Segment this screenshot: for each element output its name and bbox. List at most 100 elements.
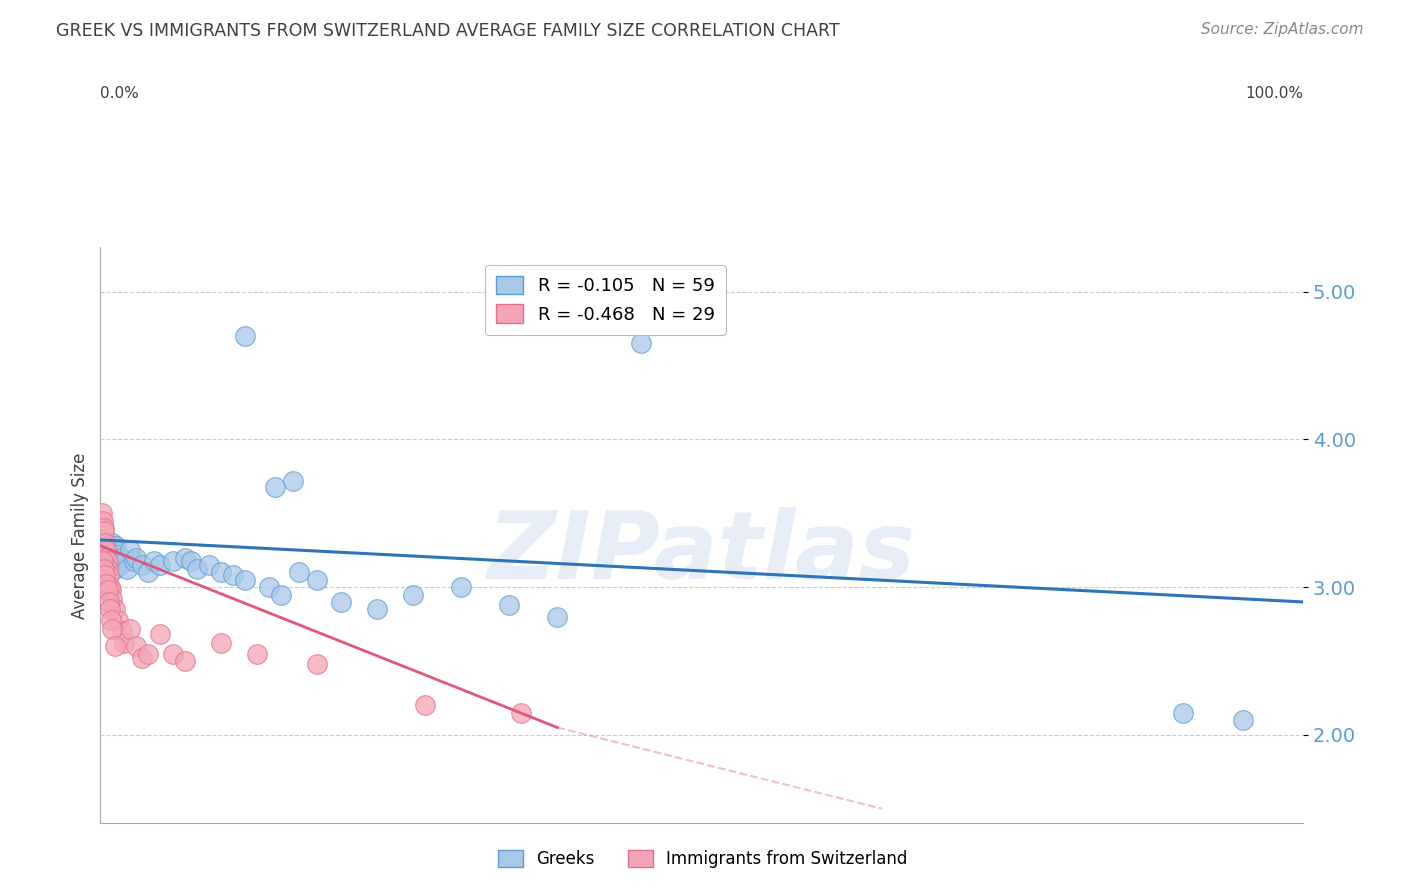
Point [101,592,124,607]
Point [112,553,135,567]
Point [281,474,304,488]
Point [97,583,120,598]
Legend: Greeks, Immigrants from Switzerland: Greeks, Immigrants from Switzerland [492,843,914,875]
Point [510,706,533,720]
Point [97,595,120,609]
Point [329,595,352,609]
Point [96,550,118,565]
Point [93,548,115,562]
Point [546,609,568,624]
Point [97,553,120,567]
Point [104,539,127,553]
Point [270,588,292,602]
Point [107,548,129,562]
Point [305,657,328,671]
Point [97,550,120,565]
Point [93,524,115,538]
Point [120,622,142,636]
Point [91,539,114,553]
Point [111,550,134,565]
Point [180,553,202,567]
Point [209,566,232,580]
Point [143,553,166,567]
Point [131,651,153,665]
Point [173,550,195,565]
Point [413,698,436,713]
Point [233,573,256,587]
Point [1232,713,1254,727]
Point [125,550,148,565]
Text: 100.0%: 100.0% [1244,87,1303,101]
Point [112,636,135,650]
Point [173,654,195,668]
Point [90,536,112,550]
Point [107,613,129,627]
Point [138,647,160,661]
Point [94,553,117,567]
Point [96,543,118,558]
Point [263,480,285,494]
Point [101,622,124,636]
Point [104,562,127,576]
Point [103,548,125,562]
Point [97,562,120,576]
Point [197,558,219,572]
Text: ZIPatlas: ZIPatlas [488,507,915,599]
Point [209,636,232,650]
Point [257,580,280,594]
Point [138,566,160,580]
Point [630,336,652,351]
Point [104,553,127,567]
Point [233,329,256,343]
Point [93,543,115,558]
Point [93,521,115,535]
Point [162,553,184,567]
Point [287,566,309,580]
Point [149,627,172,641]
Point [98,548,121,562]
Point [97,568,120,582]
Point [305,573,328,587]
Point [98,580,121,594]
Point [162,647,184,661]
Point [98,602,121,616]
Point [186,562,208,576]
Point [101,536,124,550]
Point [221,568,243,582]
Point [366,602,388,616]
Point [111,624,134,639]
Point [101,553,124,567]
Point [100,539,122,553]
Text: Source: ZipAtlas.com: Source: ZipAtlas.com [1201,22,1364,37]
Point [94,568,117,582]
Point [100,583,122,598]
Point [498,598,520,612]
Y-axis label: Average Family Size: Average Family Size [72,452,89,619]
Point [105,550,128,565]
Point [120,543,142,558]
Point [104,639,127,653]
Point [98,558,121,572]
Text: 0.0%: 0.0% [100,87,139,101]
Point [90,506,112,520]
Point [97,553,120,567]
Legend: R = -0.105   N = 59, R = -0.468   N = 29: R = -0.105 N = 59, R = -0.468 N = 29 [485,265,725,334]
Point [1171,706,1194,720]
Point [100,613,122,627]
Point [131,558,153,572]
Point [149,558,172,572]
Point [97,543,120,558]
Point [91,533,114,547]
Point [94,550,117,565]
Point [91,553,114,567]
Point [450,580,472,594]
Text: GREEK VS IMMIGRANTS FROM SWITZERLAND AVERAGE FAMILY SIZE CORRELATION CHART: GREEK VS IMMIGRANTS FROM SWITZERLAND AVE… [56,22,839,40]
Point [115,562,138,576]
Point [96,558,118,572]
Point [97,562,120,576]
Point [96,577,118,591]
Point [108,558,131,572]
Point [94,536,117,550]
Point [104,602,127,616]
Point [91,514,114,528]
